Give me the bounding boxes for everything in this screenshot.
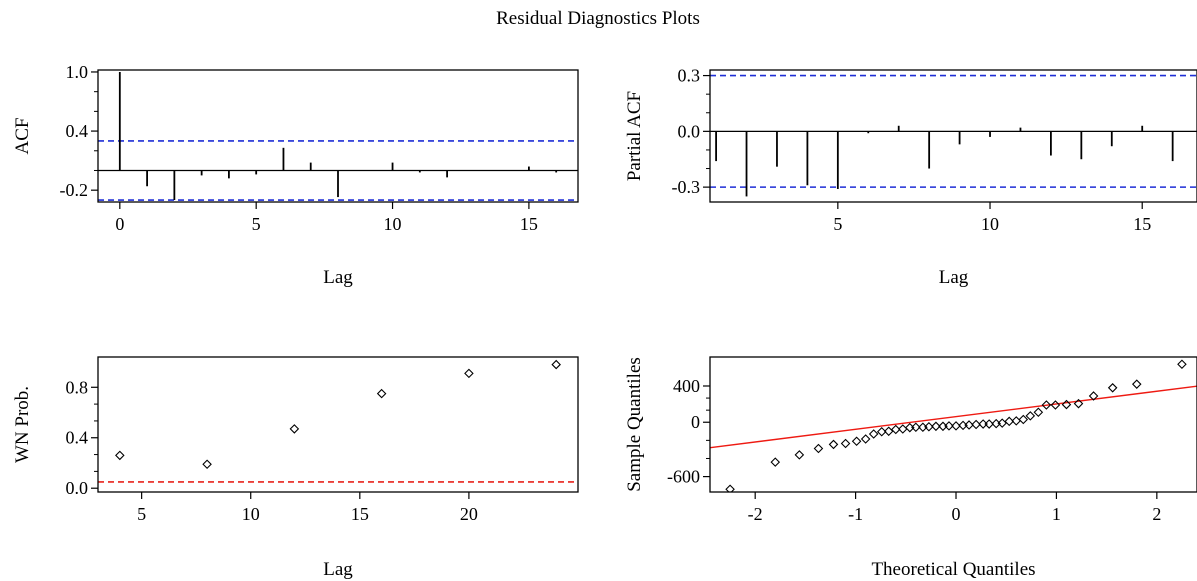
wn-axes-frame [97, 356, 579, 493]
acf-y-tick-label: -0.2 [60, 180, 89, 200]
wn-y-axis-label: WN Prob. [12, 386, 33, 463]
wn-x-tick-label: 5 [137, 504, 146, 524]
wn-point-0 [115, 450, 125, 461]
qq-point-32 [1033, 407, 1044, 418]
qq-reference-line [710, 385, 1197, 449]
qq-point-28 [1004, 416, 1015, 427]
qq-x-tick-label: 0 [952, 504, 961, 524]
qq-point-7 [860, 434, 871, 444]
qq-point-9 [876, 426, 887, 437]
acf-y-axis-label: ACF [12, 118, 33, 155]
pacf-y-axis-label: Partial ACF [624, 91, 645, 181]
qq-point-17 [931, 421, 941, 432]
qq-point-1 [770, 457, 781, 467]
wn-x-axis-label: Lag [323, 559, 353, 580]
qq-point-37 [1088, 391, 1099, 401]
qq-point-8 [868, 429, 879, 439]
qq-point-40 [1177, 359, 1187, 370]
pacf-y-tick-label: -0.3 [672, 177, 701, 197]
figure-title: Residual Diagnostics Plots [496, 8, 700, 29]
acf-y-tick-label: 1.0 [66, 62, 89, 82]
qq-panel: -2 -1 0 1 2 -600 0 400 Theoretical Quantiles Samp… [624, 356, 1197, 580]
wn-point-4 [464, 368, 474, 379]
qq-point-10 [883, 426, 894, 437]
qq-point-36 [1073, 398, 1084, 409]
qq-point-19 [944, 421, 954, 431]
qq-x-tick-label: -2 [748, 504, 763, 524]
qq-point-6 [851, 436, 862, 447]
qq-point-3 [813, 443, 824, 454]
qq-y-axis-label: Sample Quantiles [624, 357, 645, 492]
qq-plot-area [710, 359, 1197, 492]
qq-point-22 [964, 420, 974, 430]
wn-point-5 [551, 359, 561, 370]
wn-x-tick-label: 10 [242, 504, 260, 524]
pacf-y-tick-label: 0.3 [678, 66, 701, 86]
wn-point-2 [289, 424, 300, 434]
pacf-y-tick-label: 0.0 [678, 121, 701, 141]
qq-y-tick-label: -600 [667, 467, 700, 487]
qq-point-38 [1107, 383, 1118, 393]
qq-x-axis-label: Theoretical Quantiles [871, 559, 1035, 580]
qq-point-34 [1050, 400, 1061, 410]
pacf-x-tick-label: 15 [1133, 214, 1151, 234]
qq-point-25 [984, 419, 994, 429]
wn-y-tick-label: 0.4 [66, 428, 89, 448]
qq-point-33 [1041, 400, 1052, 410]
pacf-x-tick-label: 10 [981, 214, 999, 234]
wn-x-tick-label: 15 [351, 504, 369, 524]
qq-point-16 [924, 421, 934, 432]
acf-panel: 0 5 10 15 -0.2 0.4 1.0 Lag ACF [12, 62, 579, 288]
acf-plot-area [98, 71, 578, 201]
acf-x-tick-label: 10 [384, 214, 402, 234]
qq-point-5 [840, 438, 851, 449]
wn-point-3 [376, 388, 387, 399]
wn-x-tick-label: 20 [460, 504, 478, 524]
qq-point-31 [1025, 411, 1036, 421]
acf-x-tick-label: 15 [520, 214, 538, 234]
acf-x-tick-label: 5 [252, 214, 261, 234]
wn-point-1 [202, 459, 212, 470]
qq-y-tick-label: 400 [673, 376, 700, 396]
pacf-panel: 5 10 15 -0.3 0.0 0.3 Lag Partial ACF [624, 66, 1197, 288]
qq-x-tick-label: 2 [1152, 504, 1161, 524]
pacf-x-axis-label: Lag [939, 267, 969, 288]
acf-x-axis-label: Lag [323, 267, 353, 288]
acf-y-tick-label: 0.4 [66, 121, 89, 141]
pacf-axes-frame [709, 69, 1197, 203]
qq-x-tick-label: -1 [848, 504, 863, 524]
qq-y-tick-label: 0 [691, 412, 700, 432]
wn-y-tick-label: 0.8 [66, 377, 89, 397]
qq-point-2 [794, 450, 805, 460]
qq-point-23 [971, 419, 981, 430]
qq-point-27 [997, 418, 1007, 428]
qq-point-30 [1018, 414, 1029, 425]
qq-point-20 [951, 421, 961, 431]
qq-point-4 [828, 439, 839, 450]
qq-axes-frame [709, 356, 1197, 493]
qq-point-0 [725, 484, 735, 492]
wn-y-tick-label: 0.0 [66, 478, 89, 498]
wn-prob-panel: 5 10 15 20 0.0 0.4 0.8 Lag WN Prob. [12, 356, 579, 580]
qq-point-11 [890, 424, 901, 435]
pacf-x-tick-label: 5 [833, 214, 842, 234]
wn-plot-area [98, 359, 578, 483]
qq-point-14 [911, 422, 921, 432]
pacf-plot-area [710, 74, 1197, 197]
qq-point-35 [1061, 399, 1072, 410]
acf-axes-frame [97, 69, 579, 203]
qq-point-39 [1131, 379, 1142, 389]
qq-x-tick-label: 1 [1052, 504, 1061, 524]
acf-x-tick-label: 0 [115, 214, 124, 234]
